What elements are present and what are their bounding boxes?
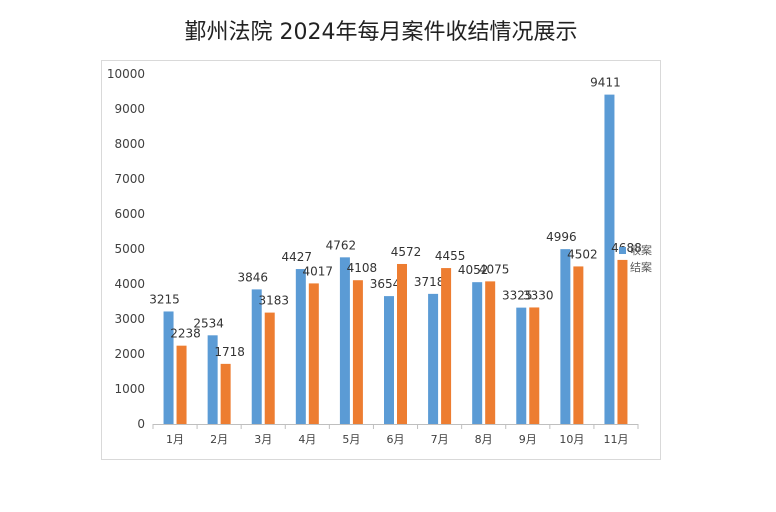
data-label: 3718: [414, 275, 445, 289]
bar-closed: [176, 345, 187, 424]
y-tick-label: 3000: [114, 312, 145, 326]
data-label: 3215: [149, 292, 180, 306]
legend-swatch: [619, 264, 626, 271]
bar-closed: [573, 266, 584, 424]
y-tick-label: 10000: [107, 67, 145, 81]
bar-received: [207, 335, 218, 424]
data-label: 3325: [502, 289, 533, 303]
bar-received: [295, 269, 306, 424]
y-tick-label: 9000: [114, 102, 145, 116]
bar-received: [384, 296, 394, 424]
data-label: 3330: [523, 288, 554, 302]
bar-closed: [264, 312, 275, 424]
bar-received: [163, 311, 174, 424]
bar-received: [604, 94, 615, 425]
bar-received: [251, 289, 262, 424]
data-label: 4996: [546, 230, 577, 244]
y-tick-label: 1000: [114, 382, 145, 396]
bar-closed: [441, 268, 452, 424]
legend-label: 收案: [630, 243, 652, 257]
data-label: 3183: [258, 294, 289, 308]
data-label: 4075: [479, 262, 510, 276]
x-tick-label: 5月: [342, 433, 360, 446]
y-tick-label: 2000: [114, 347, 145, 361]
data-label: 9411: [590, 76, 621, 90]
x-tick-label: 11月: [603, 433, 628, 446]
bar-closed: [617, 259, 628, 424]
data-label: 4762: [326, 238, 357, 252]
bar-received: [339, 257, 350, 424]
bar-received: [560, 249, 571, 424]
y-tick-label: 0: [137, 417, 145, 431]
bar-closed: [529, 307, 540, 424]
data-label: 4688: [611, 241, 642, 255]
y-tick-label: 6000: [114, 207, 145, 221]
bar-received: [428, 293, 439, 424]
bar-closed: [397, 263, 407, 424]
x-tick-label: 6月: [387, 433, 405, 446]
data-label: 2238: [170, 327, 201, 341]
y-tick-label: 7000: [114, 172, 145, 186]
legend-swatch: [619, 247, 626, 254]
data-label: 4572: [391, 245, 422, 259]
bar-closed: [220, 363, 231, 424]
x-tick-label: 3月: [254, 433, 272, 446]
data-label: 2534: [193, 316, 224, 330]
legend-label: 结案: [630, 260, 652, 274]
data-label: 4108: [347, 261, 378, 275]
y-tick-label: 5000: [114, 242, 145, 256]
data-label: 1718: [214, 345, 245, 359]
x-tick-label: 1月: [166, 433, 184, 446]
data-label: 3846: [237, 270, 268, 284]
x-tick-label: 10月: [559, 433, 584, 446]
bar-closed: [352, 280, 363, 424]
bar-closed: [308, 283, 319, 424]
bar-received: [516, 307, 527, 424]
data-label: 4052: [458, 263, 489, 277]
data-label: 4502: [567, 247, 598, 261]
data-label: 4455: [435, 249, 466, 263]
data-label: 4427: [282, 250, 313, 264]
bar-received: [472, 282, 483, 424]
x-tick-label: 9月: [519, 433, 537, 446]
x-tick-label: 2月: [210, 433, 228, 446]
x-tick-label: 8月: [475, 433, 493, 446]
data-label: 4017: [303, 264, 334, 278]
data-label: 3654: [370, 277, 401, 291]
chart-title: 鄞州法院 2024年每月案件收结情况展示: [184, 20, 578, 45]
x-tick-label: 7月: [431, 433, 449, 446]
y-tick-label: 8000: [114, 137, 145, 151]
x-tick-label: 4月: [298, 433, 316, 446]
plot-area-frame: [101, 60, 661, 460]
y-tick-label: 4000: [114, 277, 145, 291]
bar-closed: [485, 281, 496, 424]
